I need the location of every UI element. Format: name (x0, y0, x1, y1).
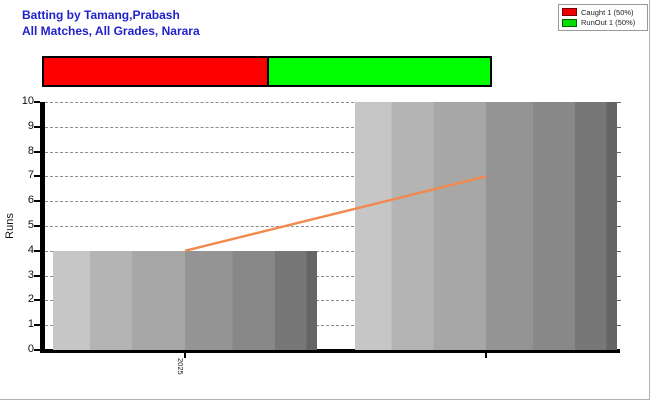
y-tick-left (34, 125, 40, 128)
y-tick-left (34, 274, 40, 277)
y-tick-label: 2 (27, 293, 34, 306)
plot-area (45, 102, 620, 350)
y-tick-right (617, 102, 621, 103)
x-tick (184, 352, 186, 358)
y-tick-right (617, 300, 621, 302)
y-tick-right (617, 176, 621, 178)
dismissal-segment-runout (267, 58, 490, 85)
y-tick-right (617, 126, 621, 128)
legend-item: Caught 1 (50%) (562, 8, 644, 17)
y-tick-label: 5 (27, 219, 34, 231)
runs-bar-col2 (355, 102, 617, 350)
gridline-y10 (45, 102, 620, 103)
y-tick-label: 10 (21, 95, 34, 107)
legend-swatch-icon (562, 8, 577, 17)
legend: Caught 1 (50%) RunOut 1 (50%) (558, 4, 648, 31)
y-tick-label: 0 (27, 343, 34, 355)
y-tick-label: 8 (27, 144, 34, 157)
y-tick-right (617, 151, 621, 153)
gridline-y8 (45, 151, 620, 153)
y-axis-line (40, 102, 45, 353)
gridline-y3 (45, 275, 620, 277)
y-tick-label: 3 (27, 268, 34, 281)
runs-bar-2025 (53, 251, 317, 350)
y-tick-left (34, 225, 40, 227)
y-tick-label: 7 (27, 169, 34, 182)
chart-header: Batting by Tamang,Prabash All Matches, A… (22, 7, 200, 39)
dismissal-stacked-bar (42, 56, 492, 87)
page-title: Batting by Tamang,Prabash (22, 8, 180, 22)
y-tick-left (34, 349, 40, 351)
y-tick-label: 9 (27, 119, 34, 132)
y-tick-right (617, 250, 621, 252)
y-tick-label: 4 (27, 243, 34, 256)
y-tick-left (34, 150, 40, 153)
y-tick-right (617, 201, 621, 203)
legend-label: Caught 1 (50%) (581, 7, 634, 17)
y-tick-right (617, 325, 621, 327)
y-tick-label: 6 (27, 194, 34, 207)
y-tick-left (34, 200, 40, 203)
y-tick-left (34, 299, 40, 302)
legend-item: RunOut 1 (50%) (562, 18, 644, 27)
y-tick-left (34, 175, 40, 178)
legend-label: RunOut 1 (50%) (581, 18, 636, 28)
y-tick-left (34, 324, 40, 327)
dismissal-segment-caught (44, 58, 267, 85)
x-tick (485, 352, 487, 358)
gridline-y2 (45, 300, 620, 302)
y-tick-left (34, 101, 40, 103)
page-subtitle: All Matches, All Grades, Narara (22, 24, 200, 38)
y-tick-label: 1 (27, 318, 34, 331)
x-axis-line (40, 349, 620, 353)
gridline-y9 (45, 126, 620, 128)
y-tick-right (617, 226, 621, 227)
gridline-y1 (45, 325, 620, 327)
y-tick-right (617, 275, 621, 277)
legend-swatch-icon (562, 18, 577, 27)
y-tick-left (34, 249, 40, 252)
x-category-label: 2025 (176, 358, 185, 375)
